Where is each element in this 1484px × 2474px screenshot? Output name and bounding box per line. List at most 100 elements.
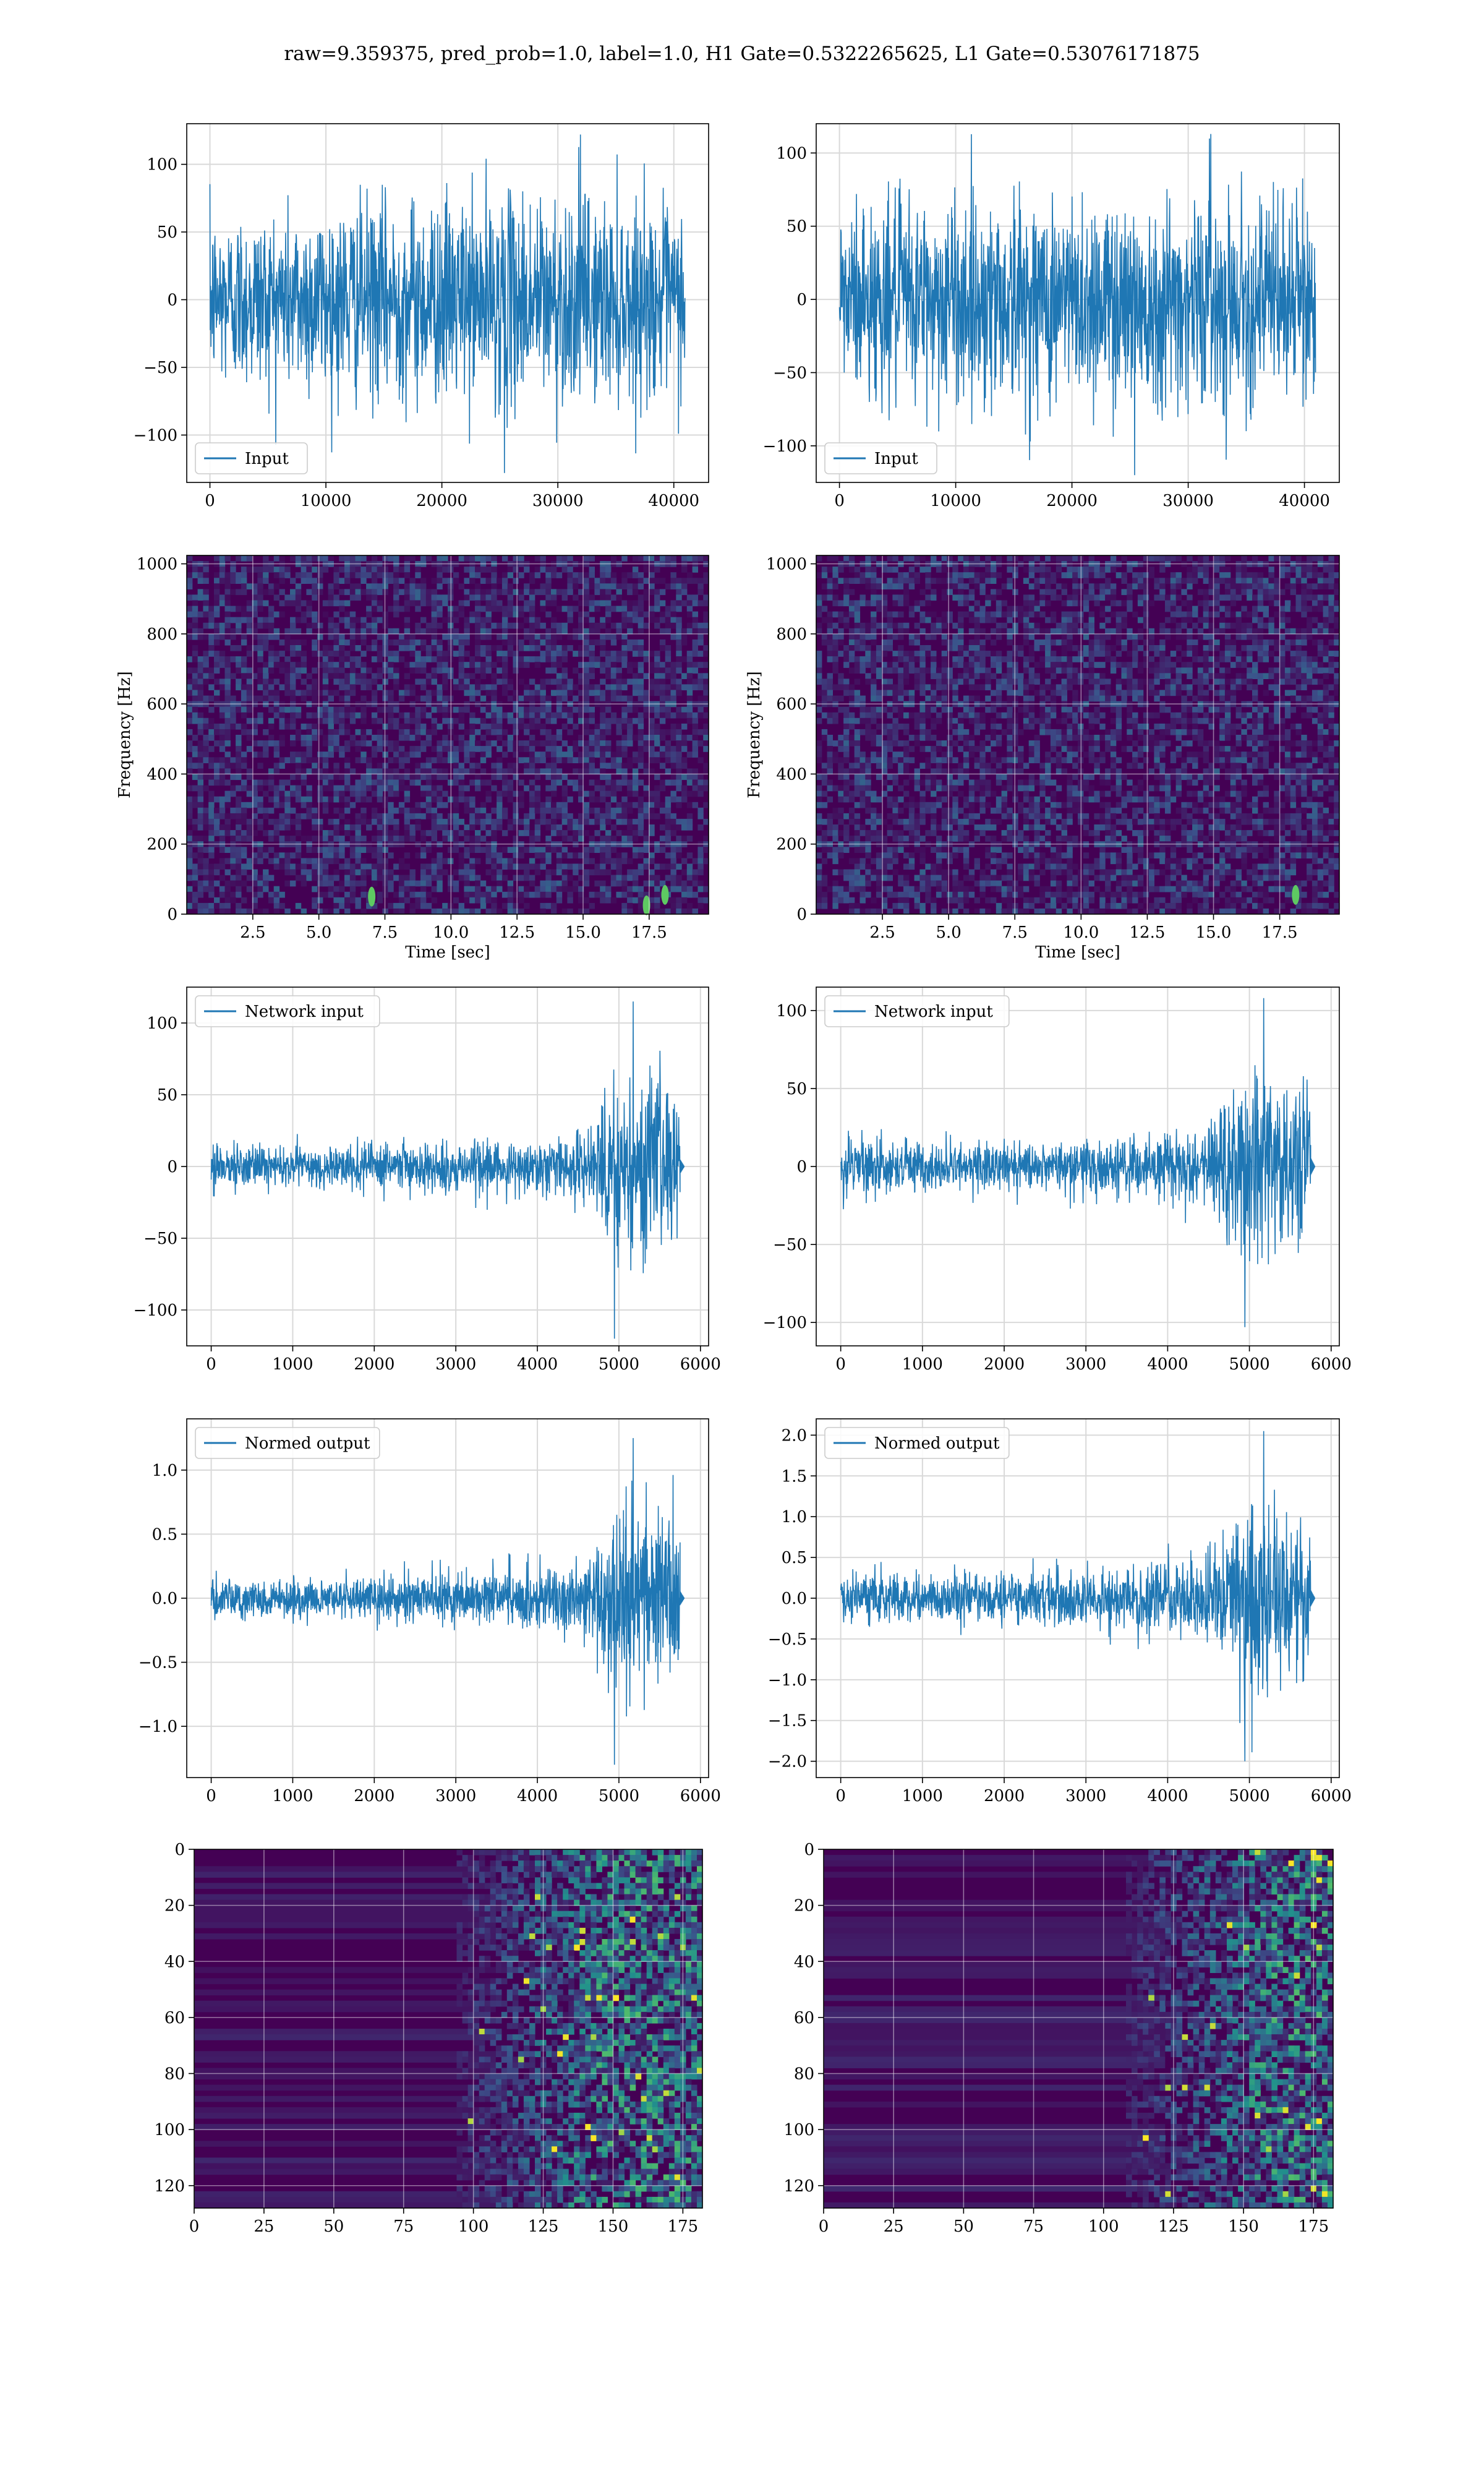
x-tick-label: 0 bbox=[819, 2217, 829, 2236]
x-tick-label: 75 bbox=[393, 2217, 414, 2236]
x-tick-label: 1000 bbox=[272, 1355, 313, 1374]
y-tick-label: 100 bbox=[154, 2121, 185, 2139]
x-tick-label: 2.5 bbox=[869, 923, 895, 942]
series-line bbox=[840, 998, 1316, 1327]
series-line bbox=[840, 1431, 1316, 1761]
heatmap-cells bbox=[194, 1849, 703, 2209]
x-tick-label: 40000 bbox=[648, 492, 699, 510]
y-tick-label: 0.5 bbox=[152, 1525, 177, 1544]
chart-panel-net_h1: 0 1000 2000 3000 4000 5000 6000 −100 −50 0 50 100 Ne… bbox=[134, 987, 721, 1374]
x-tick-label: 150 bbox=[598, 2217, 629, 2236]
axes-frame bbox=[186, 555, 709, 915]
x-tick-label: 5000 bbox=[1229, 1355, 1270, 1374]
chart-panel-net_l1: 0 1000 2000 3000 4000 5000 6000 −100 −50 0 50 100 Ne… bbox=[763, 987, 1352, 1374]
y-tick-label: 1.0 bbox=[782, 1508, 807, 1526]
x-tick-label: 6000 bbox=[1311, 1355, 1352, 1374]
x-tick-label: 10.0 bbox=[1063, 923, 1099, 942]
y-tick-label: 400 bbox=[776, 765, 807, 784]
x-tick-label: 3000 bbox=[1065, 1787, 1106, 1805]
y-tick-label: −100 bbox=[134, 1301, 177, 1320]
x-tick-label: 12.5 bbox=[499, 923, 535, 942]
axes-frame bbox=[823, 1849, 1334, 2209]
y-tick-label: −100 bbox=[763, 1314, 807, 1332]
axes-frame bbox=[816, 123, 1340, 483]
heatmap-hotspot bbox=[368, 886, 376, 907]
x-tick-label: 175 bbox=[668, 2217, 699, 2236]
x-tick-label: 3000 bbox=[1065, 1355, 1106, 1374]
legend-box bbox=[824, 995, 1010, 1027]
chart-panel-feat_l1: 0 25 50 75 100 125 150 175 0 20 40 60 80 100 120 bbox=[783, 1841, 1334, 2236]
x-tick-label: 1000 bbox=[902, 1787, 943, 1805]
x-tick-label: 20000 bbox=[416, 492, 467, 510]
x-tick-label: 7.5 bbox=[372, 923, 398, 942]
x-tick-label: 25 bbox=[884, 2217, 904, 2236]
y-tick-label: 0 bbox=[167, 905, 177, 924]
x-tick-label: 0 bbox=[206, 1355, 216, 1374]
x-axis-label: Time [sec] bbox=[1035, 943, 1120, 962]
y-tick-label: 60 bbox=[794, 2009, 814, 2027]
x-tick-label: 5.0 bbox=[936, 923, 961, 942]
legend-label: Normed output bbox=[245, 1434, 370, 1453]
y-tick-label: 50 bbox=[787, 1080, 807, 1098]
legend-box bbox=[824, 1427, 1010, 1459]
x-tick-label: 125 bbox=[528, 2217, 559, 2236]
x-tick-label: 4000 bbox=[1147, 1355, 1188, 1374]
y-tick-label: 100 bbox=[783, 2121, 814, 2139]
legend-box bbox=[824, 442, 937, 474]
x-tick-label: 2000 bbox=[984, 1787, 1025, 1805]
y-tick-label: 100 bbox=[776, 144, 807, 163]
y-tick-label: 20 bbox=[164, 1897, 185, 1915]
axes-frame bbox=[194, 1849, 703, 2209]
y-tick-label: 0 bbox=[167, 291, 177, 310]
x-tick-label: 50 bbox=[953, 2217, 974, 2236]
y-tick-label: 120 bbox=[154, 2177, 185, 2196]
x-tick-label: 17.5 bbox=[631, 923, 667, 942]
chart-panel-norm_l1: 0 1000 2000 3000 4000 5000 6000 −2.0 −1.5 −1.0 −0.… bbox=[768, 1418, 1352, 1805]
x-tick-label: 15.0 bbox=[1196, 923, 1232, 942]
y-tick-label: 2.0 bbox=[782, 1426, 807, 1445]
figure-title: raw=9.359375, pred_prob=1.0, label=1.0, … bbox=[284, 43, 1200, 65]
legend-box bbox=[195, 1427, 380, 1459]
legend-label: Network input bbox=[245, 1003, 364, 1021]
y-tick-label: 40 bbox=[164, 1953, 185, 1971]
legend-box bbox=[195, 442, 308, 474]
y-tick-label: 100 bbox=[147, 1014, 177, 1033]
y-tick-label: 60 bbox=[164, 2009, 185, 2027]
y-tick-label: 800 bbox=[776, 625, 807, 644]
legend: Normed output bbox=[195, 1427, 380, 1459]
x-tick-label: 2.5 bbox=[240, 923, 265, 942]
y-tick-label: 80 bbox=[794, 2065, 814, 2084]
x-tick-label: 3000 bbox=[435, 1355, 476, 1374]
y-tick-label: −2.0 bbox=[768, 1753, 807, 1771]
x-tick-label: 50 bbox=[323, 2217, 344, 2236]
heatmap-hotspot bbox=[1292, 884, 1300, 905]
x-tick-label: 0 bbox=[835, 1787, 846, 1805]
legend-label: Network input bbox=[874, 1003, 993, 1021]
legend: Network input bbox=[824, 995, 1010, 1027]
heatmap-hotspot bbox=[642, 895, 650, 915]
x-tick-label: 75 bbox=[1023, 2217, 1044, 2236]
x-tick-label: 0 bbox=[834, 492, 845, 510]
x-tick-label: 1000 bbox=[272, 1787, 313, 1805]
legend-label: Input bbox=[874, 450, 918, 468]
y-tick-label: 0.0 bbox=[152, 1590, 177, 1608]
x-tick-label: 5000 bbox=[599, 1787, 639, 1805]
x-tick-label: 2000 bbox=[354, 1787, 394, 1805]
x-tick-label: 1000 bbox=[902, 1355, 943, 1374]
y-tick-label: −1.5 bbox=[768, 1712, 807, 1731]
x-axis-label: Time [sec] bbox=[405, 943, 490, 962]
x-tick-label: 0 bbox=[206, 1787, 216, 1805]
x-tick-label: 6000 bbox=[1311, 1787, 1352, 1805]
x-tick-label: 4000 bbox=[517, 1355, 558, 1374]
x-tick-label: 0 bbox=[205, 492, 215, 510]
chart-panel-norm_h1: 0 1000 2000 3000 4000 5000 6000 −1.0 −0.5 0.0 0.5 1… bbox=[139, 1418, 721, 1805]
legend-label: Normed output bbox=[874, 1434, 1000, 1453]
legend: Network input bbox=[195, 995, 380, 1027]
axes-frame bbox=[816, 555, 1340, 915]
x-tick-label: 15.0 bbox=[565, 923, 601, 942]
y-axis-label: Frequency [Hz] bbox=[116, 671, 134, 798]
x-tick-label: 3000 bbox=[435, 1787, 476, 1805]
chart-panel-input_l1: 0 10000 20000 30000 40000 −100 −50 0 50 100 Input bbox=[763, 123, 1340, 510]
y-tick-label: 400 bbox=[147, 765, 177, 784]
y-tick-label: 20 bbox=[794, 1897, 814, 1915]
